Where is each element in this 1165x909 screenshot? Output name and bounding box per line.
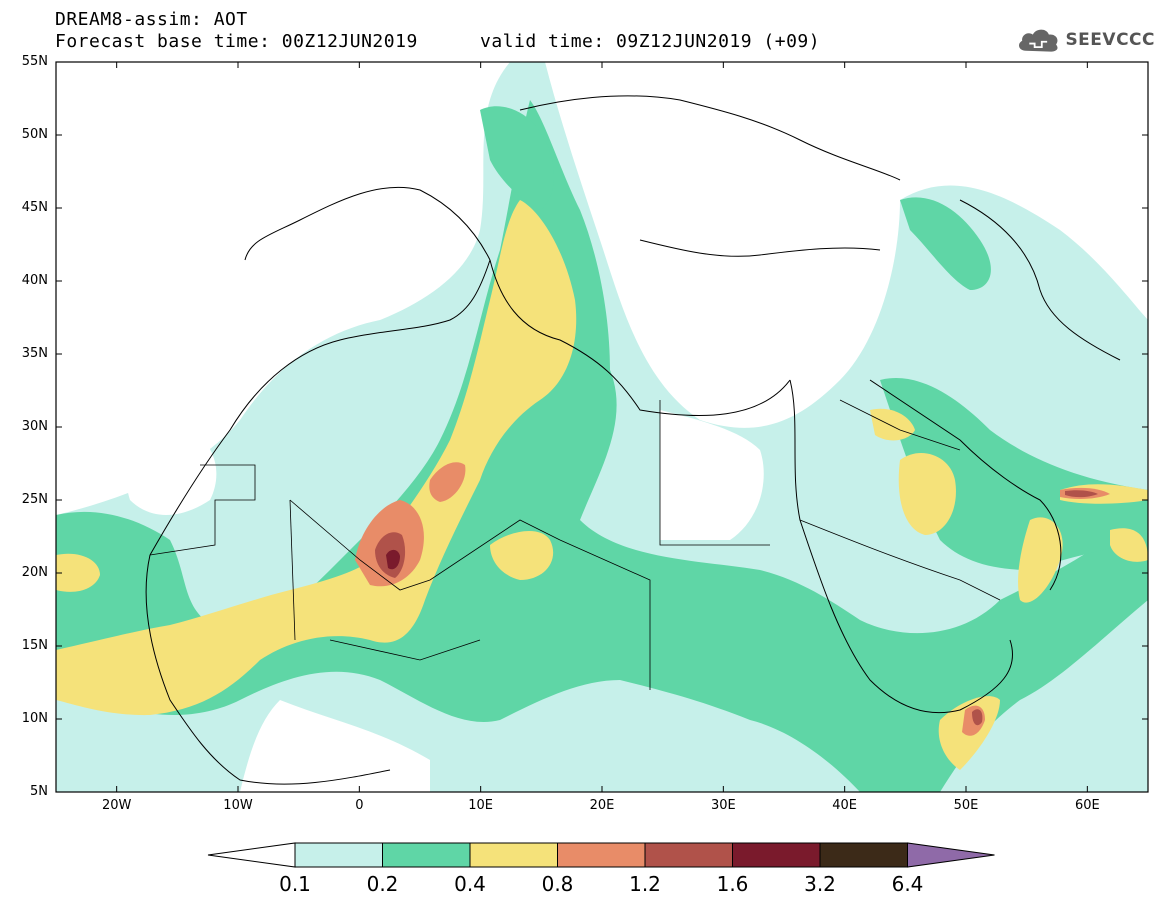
lat-label: 5N: [30, 784, 48, 799]
colorbar-level-label: 0.1: [279, 872, 311, 896]
lat-label: 35N: [21, 346, 48, 361]
aot-contour-0.4: [56, 200, 577, 716]
lat-label: 45N: [21, 200, 48, 215]
lon-label: 20W: [101, 798, 132, 813]
lon-label: 50E: [953, 798, 979, 813]
lat-label: 50N: [21, 127, 48, 142]
lat-label: 20N: [21, 565, 48, 580]
colorbar-swatch: [644, 842, 733, 868]
colorbar-level-label: 0.4: [454, 872, 486, 896]
borders: [149, 399, 1001, 690]
lon-label: 20E: [589, 798, 615, 813]
colorbar-level-label: 0.8: [541, 872, 574, 896]
lon-label: 0: [355, 798, 364, 813]
logo-text: SEEVCCC: [1065, 30, 1155, 50]
lat-label: 15N: [21, 638, 48, 653]
colorbar-level-label: 3.2: [804, 872, 836, 896]
lat-label: 30N: [21, 419, 48, 434]
cloud-icon: [1019, 29, 1058, 52]
colorbar-swatch: [557, 842, 646, 868]
colorbar-swatch: [732, 842, 821, 868]
valid-time: valid time: 09Z12JUN2019 (+09): [480, 31, 821, 52]
lat-label: 25N: [21, 492, 48, 507]
colorbar-level-label: 1.6: [716, 872, 749, 896]
colorbar-level-label: 1.2: [629, 872, 661, 896]
coastlines: [145, 95, 1121, 785]
seevccc-logo: SEEVCCC: [1015, 20, 1155, 60]
lat-label: 55N: [21, 54, 48, 69]
colorbar-level-label: 0.2: [366, 872, 399, 896]
colorbar-swatch: [294, 842, 383, 868]
colorbar: [207, 842, 995, 868]
colorbar-swatch: [382, 842, 471, 868]
colorbar-swatch: [819, 842, 908, 868]
lat-label: 40N: [21, 273, 48, 288]
lat-label: 10N: [21, 711, 48, 726]
lon-label: 10W: [223, 798, 253, 813]
lon-label: 30E: [710, 798, 736, 813]
lon-label: 40E: [832, 798, 858, 813]
lon-label: 60E: [1074, 798, 1100, 813]
colorbar-above-arrow: [907, 842, 995, 868]
forecast-base-time: Forecast base time: 00Z12JUN2019: [55, 31, 418, 52]
colorbar-level-label: 6.4: [891, 872, 924, 896]
colorbar-swatch: [469, 842, 558, 868]
colorbar-below-arrow: [207, 842, 296, 868]
aot-contour-1.6: [386, 549, 400, 570]
lon-label: 10E: [468, 798, 494, 813]
map-title: DREAM8-assim: AOT: [55, 9, 248, 30]
